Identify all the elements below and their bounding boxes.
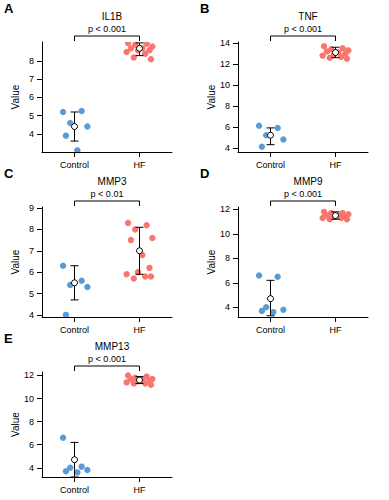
svg-text:5: 5 (29, 289, 34, 299)
svg-text:8: 8 (225, 101, 230, 111)
svg-text:9: 9 (29, 203, 34, 213)
svg-text:p < 0.001: p < 0.001 (284, 24, 322, 34)
svg-text:8: 8 (29, 417, 34, 427)
svg-text:10: 10 (220, 80, 230, 90)
svg-text:MMP3: MMP3 (98, 176, 127, 187)
svg-text:B: B (200, 1, 209, 16)
svg-text:6: 6 (29, 92, 34, 102)
svg-text:HF: HF (134, 325, 146, 335)
svg-text:Control: Control (256, 160, 285, 170)
svg-text:Value: Value (206, 84, 217, 109)
svg-text:8: 8 (225, 253, 230, 263)
svg-text:Control: Control (256, 325, 285, 335)
svg-text:6: 6 (29, 267, 34, 277)
svg-text:4: 4 (225, 302, 230, 312)
svg-text:Control: Control (60, 325, 89, 335)
svg-text:10: 10 (24, 394, 34, 404)
svg-text:10: 10 (220, 229, 230, 239)
svg-text:7: 7 (29, 246, 34, 256)
svg-text:p < 0.01: p < 0.01 (91, 189, 124, 199)
svg-text:Value: Value (10, 249, 21, 274)
svg-text:C: C (4, 166, 14, 181)
svg-text:7: 7 (29, 74, 34, 84)
svg-text:HF: HF (330, 160, 342, 170)
svg-text:HF: HF (134, 160, 146, 170)
svg-text:Value: Value (206, 249, 217, 274)
svg-text:6: 6 (29, 440, 34, 450)
svg-text:E: E (4, 331, 13, 346)
svg-text:6: 6 (225, 278, 230, 288)
svg-text:Value: Value (10, 84, 21, 109)
svg-text:p < 0.001: p < 0.001 (88, 24, 126, 34)
svg-text:12: 12 (220, 59, 230, 69)
svg-text:8: 8 (29, 224, 34, 234)
svg-text:8: 8 (29, 56, 34, 66)
svg-text:Value: Value (10, 412, 21, 437)
svg-text:4: 4 (29, 310, 34, 320)
svg-text:D: D (200, 166, 209, 181)
svg-text:TNF: TNF (298, 11, 317, 22)
svg-text:HF: HF (330, 325, 342, 335)
svg-text:12: 12 (24, 370, 34, 380)
svg-text:Control: Control (60, 485, 89, 495)
svg-text:A: A (4, 1, 14, 16)
svg-text:IL1B: IL1B (102, 11, 123, 22)
svg-text:p < 0.001: p < 0.001 (284, 189, 322, 199)
svg-text:6: 6 (225, 122, 230, 132)
svg-text:4: 4 (225, 143, 230, 153)
svg-text:4: 4 (29, 129, 34, 139)
svg-text:4: 4 (29, 463, 34, 473)
svg-text:MMP13: MMP13 (95, 341, 130, 352)
svg-text:12: 12 (220, 204, 230, 214)
svg-text:MMP9: MMP9 (294, 176, 323, 187)
svg-text:p < 0.001: p < 0.001 (88, 354, 126, 364)
svg-text:5: 5 (29, 111, 34, 121)
svg-text:HF: HF (134, 485, 146, 495)
svg-text:Control: Control (60, 160, 89, 170)
svg-text:14: 14 (220, 38, 230, 48)
